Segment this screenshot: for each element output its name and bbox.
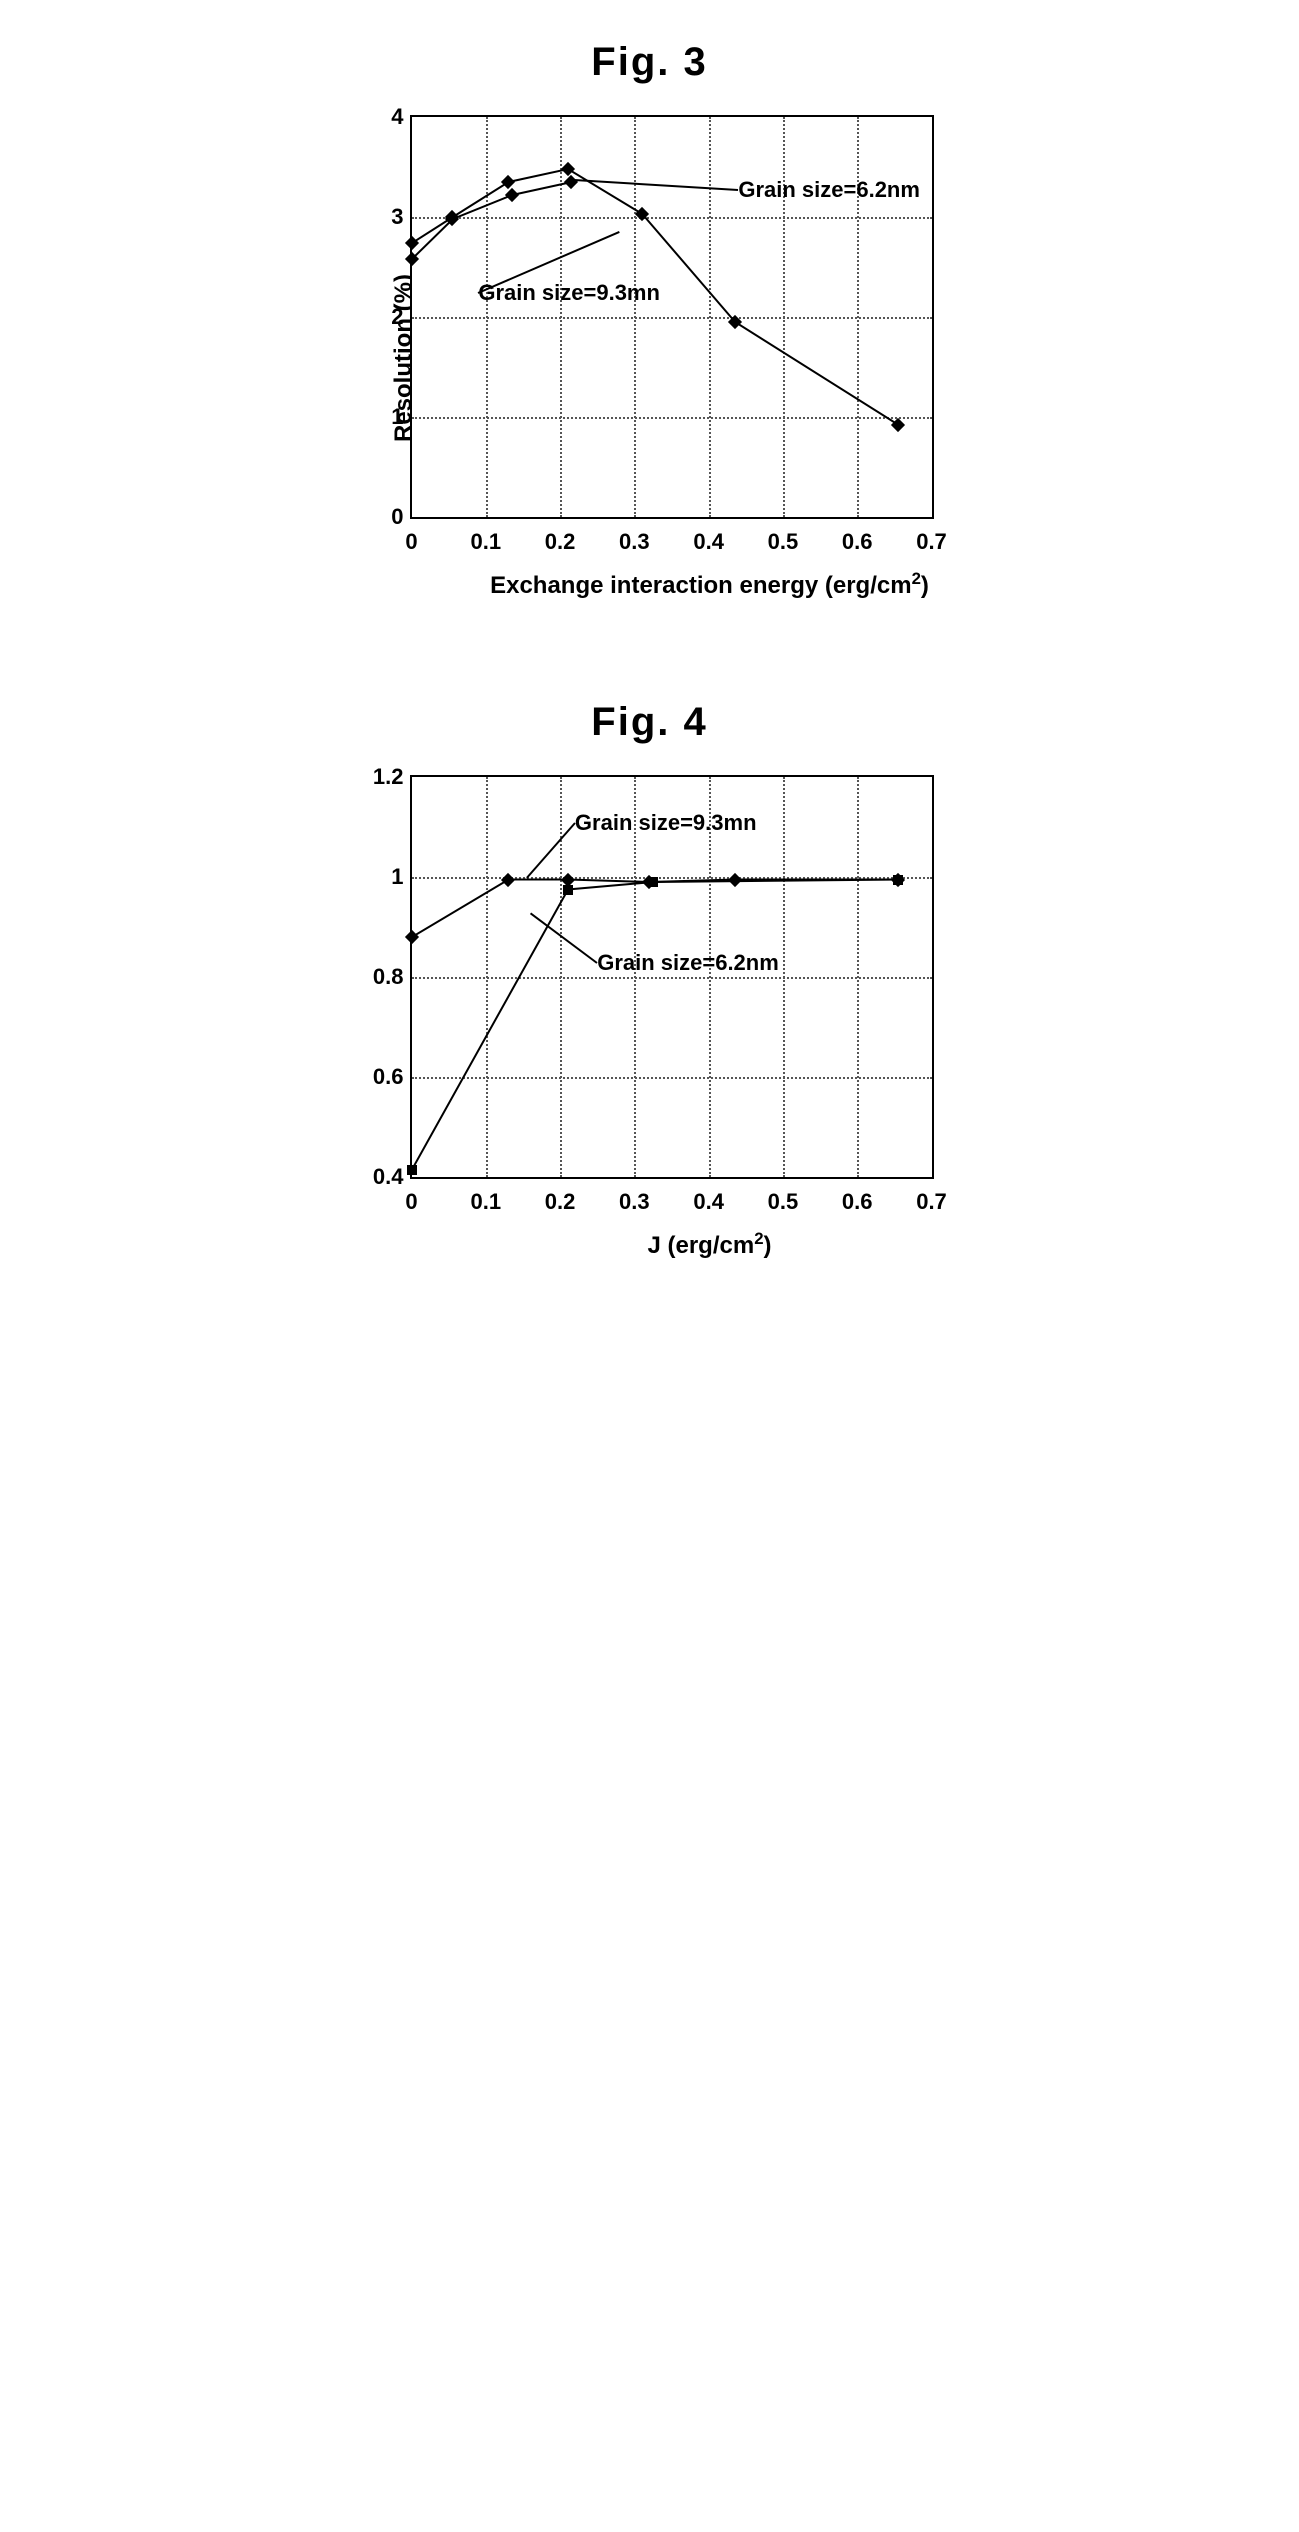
x-tick-label: 0.4 [693, 1189, 724, 1215]
figure-4: Fig. 4 Decay rate of recordedmagnetizati… [290, 700, 1010, 1260]
x-tick-label: 0.4 [693, 529, 724, 555]
y-tick-label: 1.2 [372, 764, 404, 790]
x-tick-label: 0.2 [545, 1189, 576, 1215]
x-tick-label: 0.6 [842, 1189, 873, 1215]
annotation-label: Grain size=9.3mn [575, 810, 757, 836]
fig3-chart: Resolution (%) 00.10.20.30.40.50.60.7012… [410, 115, 1010, 600]
y-tick-label: 2 [372, 304, 404, 330]
y-tick-label: 0.6 [372, 1064, 404, 1090]
fig4-x-axis-label: J (erg/cm2) [410, 1229, 1010, 1260]
x-tick-label: 0.7 [916, 529, 947, 555]
x-tick-label: 0.5 [768, 529, 799, 555]
y-tick-label: 0.4 [372, 1164, 404, 1190]
x-tick-label: 0.3 [619, 1189, 650, 1215]
x-tick-label: 0.1 [470, 529, 501, 555]
series-lines [412, 777, 932, 1177]
data-marker-square-icon [893, 875, 903, 885]
y-tick-label: 1 [372, 864, 404, 890]
fig3-x-axis-label: Exchange interaction energy (erg/cm2) [410, 569, 1010, 600]
x-tick-label: 0 [405, 529, 417, 555]
x-tick-label: 0.6 [842, 529, 873, 555]
x-tick-label: 0.3 [619, 529, 650, 555]
data-marker-square-icon [407, 1165, 417, 1175]
fig4-chart: Decay rate of recordedmagnetization (%/d… [410, 775, 1010, 1260]
annotation-label: Grain size=6.2nm [738, 177, 920, 203]
y-tick-label: 0.8 [372, 964, 404, 990]
y-tick-label: 1 [372, 404, 404, 430]
series-line [412, 880, 899, 1170]
data-marker-square-icon [648, 877, 658, 887]
annotation-label: Grain size=9.3mn [478, 280, 660, 306]
fig4-plot-area: 00.10.20.30.40.50.60.70.40.60.811.2Grain… [410, 775, 934, 1179]
data-marker-square-icon [563, 885, 573, 895]
x-tick-label: 0 [405, 1189, 417, 1215]
fig3-plot-area: 00.10.20.30.40.50.60.701234Grain size=6.… [410, 115, 934, 519]
series-line [412, 880, 899, 938]
x-tick-label: 0.1 [470, 1189, 501, 1215]
y-tick-label: 0 [372, 504, 404, 530]
x-tick-label: 0.2 [545, 529, 576, 555]
annotation-label: Grain size=6.2nm [597, 950, 779, 976]
fig3-title: Fig. 3 [290, 40, 1010, 85]
y-tick-label: 4 [372, 104, 404, 130]
fig4-title: Fig. 4 [290, 700, 1010, 745]
y-tick-label: 3 [372, 204, 404, 230]
x-tick-label: 0.7 [916, 1189, 947, 1215]
x-tick-label: 0.5 [768, 1189, 799, 1215]
figure-3: Fig. 3 Resolution (%) 00.10.20.30.40.50.… [290, 40, 1010, 600]
